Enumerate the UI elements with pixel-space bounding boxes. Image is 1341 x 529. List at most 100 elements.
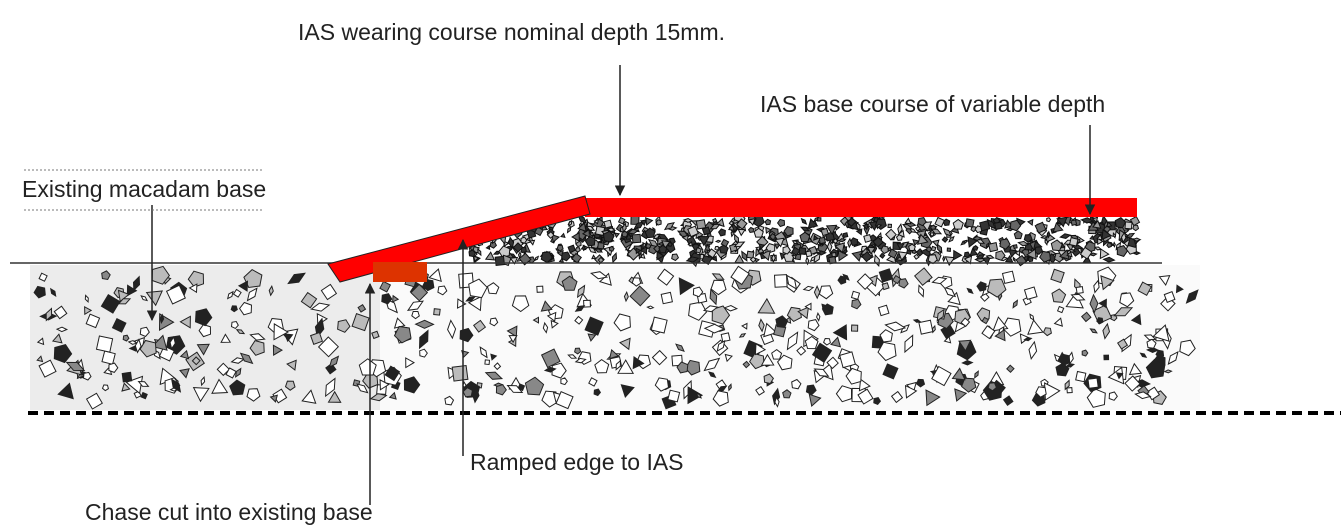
stone [506,384,524,394]
stone [84,305,93,316]
stone [974,370,979,379]
stone [651,349,668,366]
stone [791,246,801,256]
stone [51,333,63,344]
stone [1093,246,1103,251]
stone [1089,328,1098,334]
stone [817,217,822,222]
stone [379,379,390,391]
stone [232,288,242,298]
stone [53,344,73,364]
stone [800,217,808,225]
stone [850,290,861,301]
stone [1139,352,1148,358]
stone [588,377,598,387]
stone [892,274,902,285]
label-existing-base: Existing macadam base [22,176,266,202]
stone [169,335,176,350]
stone [958,339,972,352]
stone [942,218,951,227]
stone [82,371,92,381]
stone [861,251,873,263]
stone [234,367,242,378]
stone [826,356,839,370]
stone [532,316,539,324]
stone [479,346,488,359]
stone [881,282,890,291]
stone [774,237,785,248]
stone [811,342,833,363]
stone [1167,350,1179,365]
stone [820,227,830,237]
stone [1106,242,1112,249]
stone [791,378,802,390]
stone [737,228,746,237]
stone [676,361,689,374]
stone [560,232,566,238]
stone [709,288,718,306]
stone [594,358,610,374]
stone [561,251,571,262]
stone [646,305,655,310]
stone [269,394,279,403]
stone [1026,218,1034,227]
stone [813,252,821,264]
stone [720,332,731,343]
stone [741,322,748,330]
stone [943,286,957,298]
stone [494,255,505,267]
stone [817,362,834,381]
stone [1080,311,1092,323]
stone [121,371,133,383]
stone [879,329,893,343]
stone [764,218,772,226]
stone [1069,237,1079,247]
stone [139,339,157,358]
stone [638,252,643,260]
stone [837,275,847,285]
stone [943,335,952,344]
stone [710,279,727,296]
stone [1039,250,1051,263]
stone [551,362,567,379]
stone [1028,340,1038,360]
stone [451,364,469,382]
stone [585,225,596,231]
stone [1065,363,1076,368]
stone [942,255,946,263]
stone [730,219,741,224]
stone [473,319,487,333]
stone [1053,317,1063,327]
stone [948,235,955,243]
stone [755,246,761,252]
stone [876,235,884,239]
stone [566,226,572,234]
stone [384,365,401,382]
stone [36,355,44,363]
stone [286,359,297,371]
stone [808,393,822,407]
stone [994,221,1003,230]
stone [509,256,519,265]
stone [1132,224,1140,232]
stone [542,321,549,334]
stone [730,265,750,286]
stone [1175,284,1184,294]
stone [1116,245,1129,257]
stone [1006,364,1015,374]
stone [936,243,943,254]
stone [1023,234,1033,243]
stone [379,280,392,293]
stone [534,226,544,237]
stone [489,241,498,249]
stone [837,238,847,243]
stone [1001,270,1016,285]
stone [422,279,435,292]
stone [1179,339,1196,357]
stone [775,315,789,329]
stone [1128,362,1143,376]
stone [687,241,693,247]
stone [645,243,652,250]
stone [755,386,765,396]
